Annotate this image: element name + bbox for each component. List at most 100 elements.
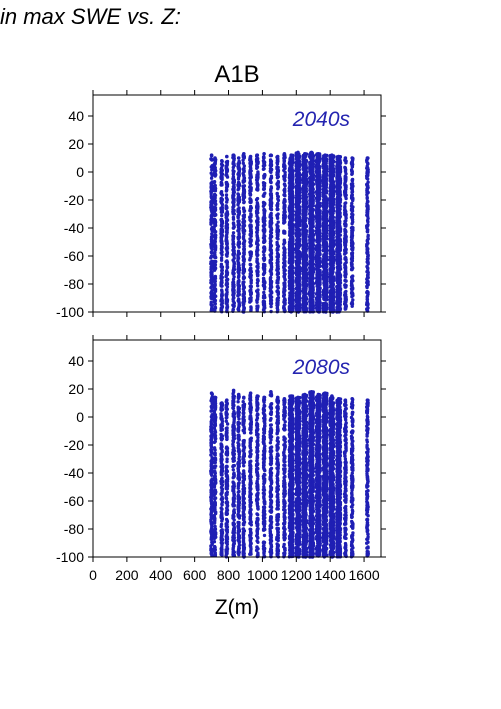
data-point: [219, 308, 223, 312]
data-point: [237, 223, 242, 227]
data-point: [295, 290, 299, 295]
data-point: [268, 260, 272, 265]
data-point: [262, 152, 266, 156]
data-point: [311, 178, 315, 182]
data-point: [275, 207, 279, 211]
data-point: [225, 272, 229, 276]
data-point: [220, 183, 224, 187]
data-point: [276, 169, 280, 173]
data-point: [262, 290, 266, 295]
data-point: [248, 164, 252, 169]
data-point: [209, 227, 214, 231]
data-point: [225, 175, 230, 179]
data-point: [241, 262, 245, 267]
data-point: [255, 247, 260, 251]
figure-heading: in max SWE vs. Z:: [0, 4, 181, 29]
data-point: [289, 162, 294, 167]
data-point: [231, 221, 236, 225]
data-point: [291, 291, 295, 295]
data-point: [303, 303, 307, 307]
data-point: [224, 239, 228, 243]
data-point: [302, 206, 307, 210]
data-point: [249, 243, 253, 247]
data-point: [276, 237, 280, 241]
data-point: [231, 171, 236, 175]
data-point: [297, 283, 301, 287]
data-point: [262, 225, 266, 229]
data-point: [213, 244, 218, 248]
data-point: [304, 298, 308, 303]
data-point: [269, 219, 273, 223]
data-point: [275, 246, 280, 250]
data-point: [283, 175, 287, 179]
data-point: [311, 257, 315, 261]
data-point: [296, 190, 300, 194]
data-point: [283, 281, 287, 285]
data-point: [275, 227, 279, 231]
data-point: [302, 271, 306, 275]
data-point: [289, 185, 293, 189]
data-point: [302, 233, 306, 237]
data-point: [213, 238, 217, 242]
data-point: [225, 281, 229, 285]
data-point: [308, 188, 312, 192]
data-point: [297, 260, 302, 264]
data-point: [310, 164, 314, 168]
data-point: [225, 169, 229, 173]
data-point: [288, 209, 292, 213]
data-point: [214, 202, 218, 206]
data-point: [241, 287, 246, 291]
data-point: [249, 219, 253, 223]
data-point: [308, 201, 312, 205]
data-point: [249, 296, 253, 300]
data-point: [231, 304, 236, 309]
data-point: [225, 180, 229, 185]
data-point: [295, 186, 299, 191]
data-point: [220, 275, 224, 280]
data-point: [301, 190, 305, 194]
data-point: [275, 258, 280, 262]
data-point: [268, 246, 273, 250]
data-point: [275, 162, 280, 166]
data-point: [269, 295, 274, 299]
data-point: [241, 179, 245, 183]
data-point: [288, 248, 293, 253]
data-point: [209, 302, 213, 306]
data-point: [248, 176, 252, 181]
data-point: [210, 306, 214, 310]
data-point: [308, 219, 312, 223]
data-point: [269, 272, 274, 276]
data-point: [231, 176, 236, 180]
data-point: [241, 167, 245, 171]
data-point: [269, 174, 274, 178]
data-point: [248, 299, 253, 303]
data-point: [310, 213, 314, 217]
data-point: [212, 167, 216, 172]
data-point: [256, 288, 260, 292]
data-point: [261, 167, 266, 171]
data-point: [304, 212, 308, 216]
data-point: [268, 204, 273, 209]
data-point: [282, 271, 286, 275]
data-point: [220, 210, 224, 214]
data-point: [213, 283, 217, 288]
data-point: [269, 189, 273, 193]
data-point: [220, 292, 224, 297]
data-point: [225, 298, 230, 302]
data-point: [283, 298, 287, 302]
data-point: [256, 264, 260, 269]
data-point: [224, 206, 229, 210]
data-point: [262, 194, 266, 198]
data-point: [219, 282, 223, 286]
data-point: [213, 287, 218, 291]
data-point: [224, 234, 229, 238]
data-point: [283, 285, 287, 289]
data-point: [219, 246, 224, 251]
data-point: [236, 243, 240, 247]
data-point: [269, 160, 273, 165]
data-point: [308, 245, 313, 249]
data-point: [210, 200, 214, 204]
data-point: [290, 274, 294, 279]
data-point: [241, 161, 245, 165]
